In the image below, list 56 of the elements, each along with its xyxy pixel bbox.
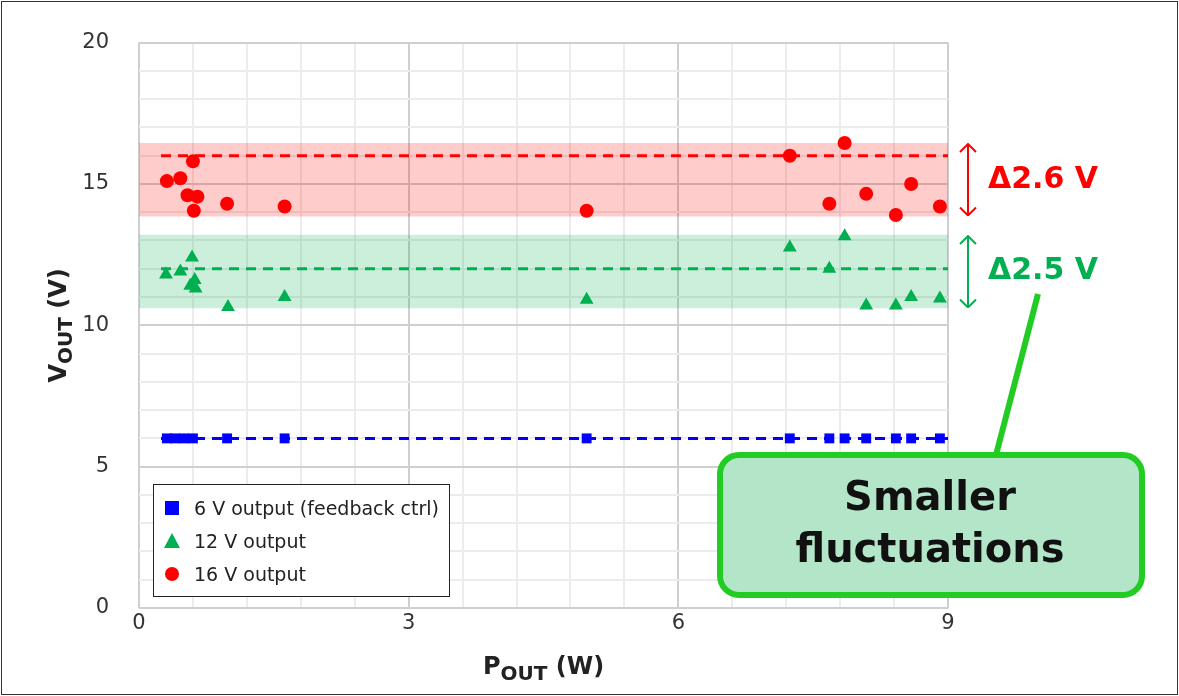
point [179,433,189,444]
point [890,433,901,444]
point [784,433,795,444]
point [822,196,837,211]
point [888,208,903,223]
point [782,239,797,252]
point [839,433,850,444]
point [859,186,874,201]
point [221,298,235,311]
point [277,199,292,214]
point [837,228,852,241]
point [579,291,594,304]
point [277,289,292,302]
point [173,171,188,186]
point [173,263,188,276]
point [822,260,837,273]
point [185,154,200,169]
point [220,196,235,211]
point [824,433,835,444]
band-label: Δ2.5 V [988,251,1099,287]
point [859,297,874,310]
point [159,266,173,279]
point [904,176,919,191]
point [187,433,198,444]
x-axis-title: P$_{OUT}$ (W) [483,652,605,685]
y-tick-label: 20 [82,29,109,54]
point [185,249,199,262]
y-tick-label: 10 [82,311,109,336]
y-tick-label: 15 [82,170,109,195]
legend-label: 16 V output [194,562,306,585]
point [932,199,947,214]
point [186,203,201,218]
point [837,135,852,150]
point [190,189,205,204]
x-tick-label: 0 [132,610,146,635]
legend-label: 6 V output (feedback ctrl) [194,496,440,519]
annotation: Smaller fluctuations [794,472,1066,573]
y-tick-label: 5 [95,453,109,478]
legend-label: 12 V output [194,529,306,552]
point [934,433,945,444]
point [888,297,903,310]
y-tick-label: 0 [95,594,109,619]
point [906,433,917,444]
x-tick-label: 9 [941,610,955,635]
band-label: Δ2.6 V [988,159,1099,195]
point [581,433,592,444]
point [904,289,919,302]
x-tick-label: 3 [401,610,416,635]
point [222,433,233,444]
point [279,433,290,444]
point [861,433,872,444]
point [159,174,174,189]
point [579,203,594,218]
point [782,148,797,163]
x-tick-label: 6 [671,610,686,635]
point [932,290,947,303]
